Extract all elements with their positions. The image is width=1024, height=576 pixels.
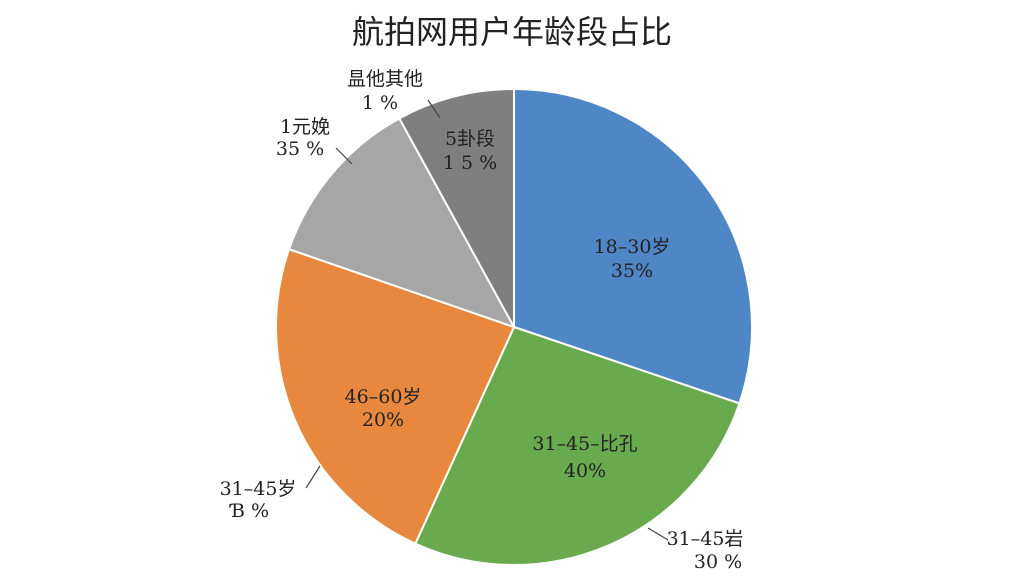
slice-label: 20% [362, 409, 404, 431]
slice-label: 1元娩 [280, 116, 330, 138]
slice-label: 31–45岩 [667, 528, 744, 550]
slice-label: 1 5 % [443, 152, 497, 174]
slice-label: Ɓ % [229, 500, 269, 522]
slice-label: 35% [611, 260, 653, 282]
slice-label: 46–60岁 [345, 386, 422, 408]
pie-slice [287, 117, 517, 329]
slice-label: 40% [564, 460, 606, 482]
slice-label: 30 % [694, 551, 742, 573]
leader-line [647, 527, 669, 541]
leader-line [335, 147, 353, 165]
slice-label: 35 % [276, 138, 324, 160]
slice-label: 18–30岁 [594, 236, 671, 258]
slice-label: 31–45岁 [220, 478, 297, 500]
slice-label: 5卦段 [445, 128, 495, 150]
pie-slice [414, 325, 741, 566]
slice-label: 1 % [362, 92, 398, 114]
leader-line [427, 99, 441, 119]
leader-line [305, 465, 321, 489]
slice-label: 31–45–比孔 [532, 433, 637, 455]
pie [275, 87, 753, 566]
chart-title: 航拍网用户年龄段占比 [352, 13, 672, 51]
pie-slice [275, 247, 516, 545]
pie-slice [397, 87, 515, 328]
pie-slice [513, 87, 753, 405]
slice-label: 昷他其他 [347, 68, 423, 90]
